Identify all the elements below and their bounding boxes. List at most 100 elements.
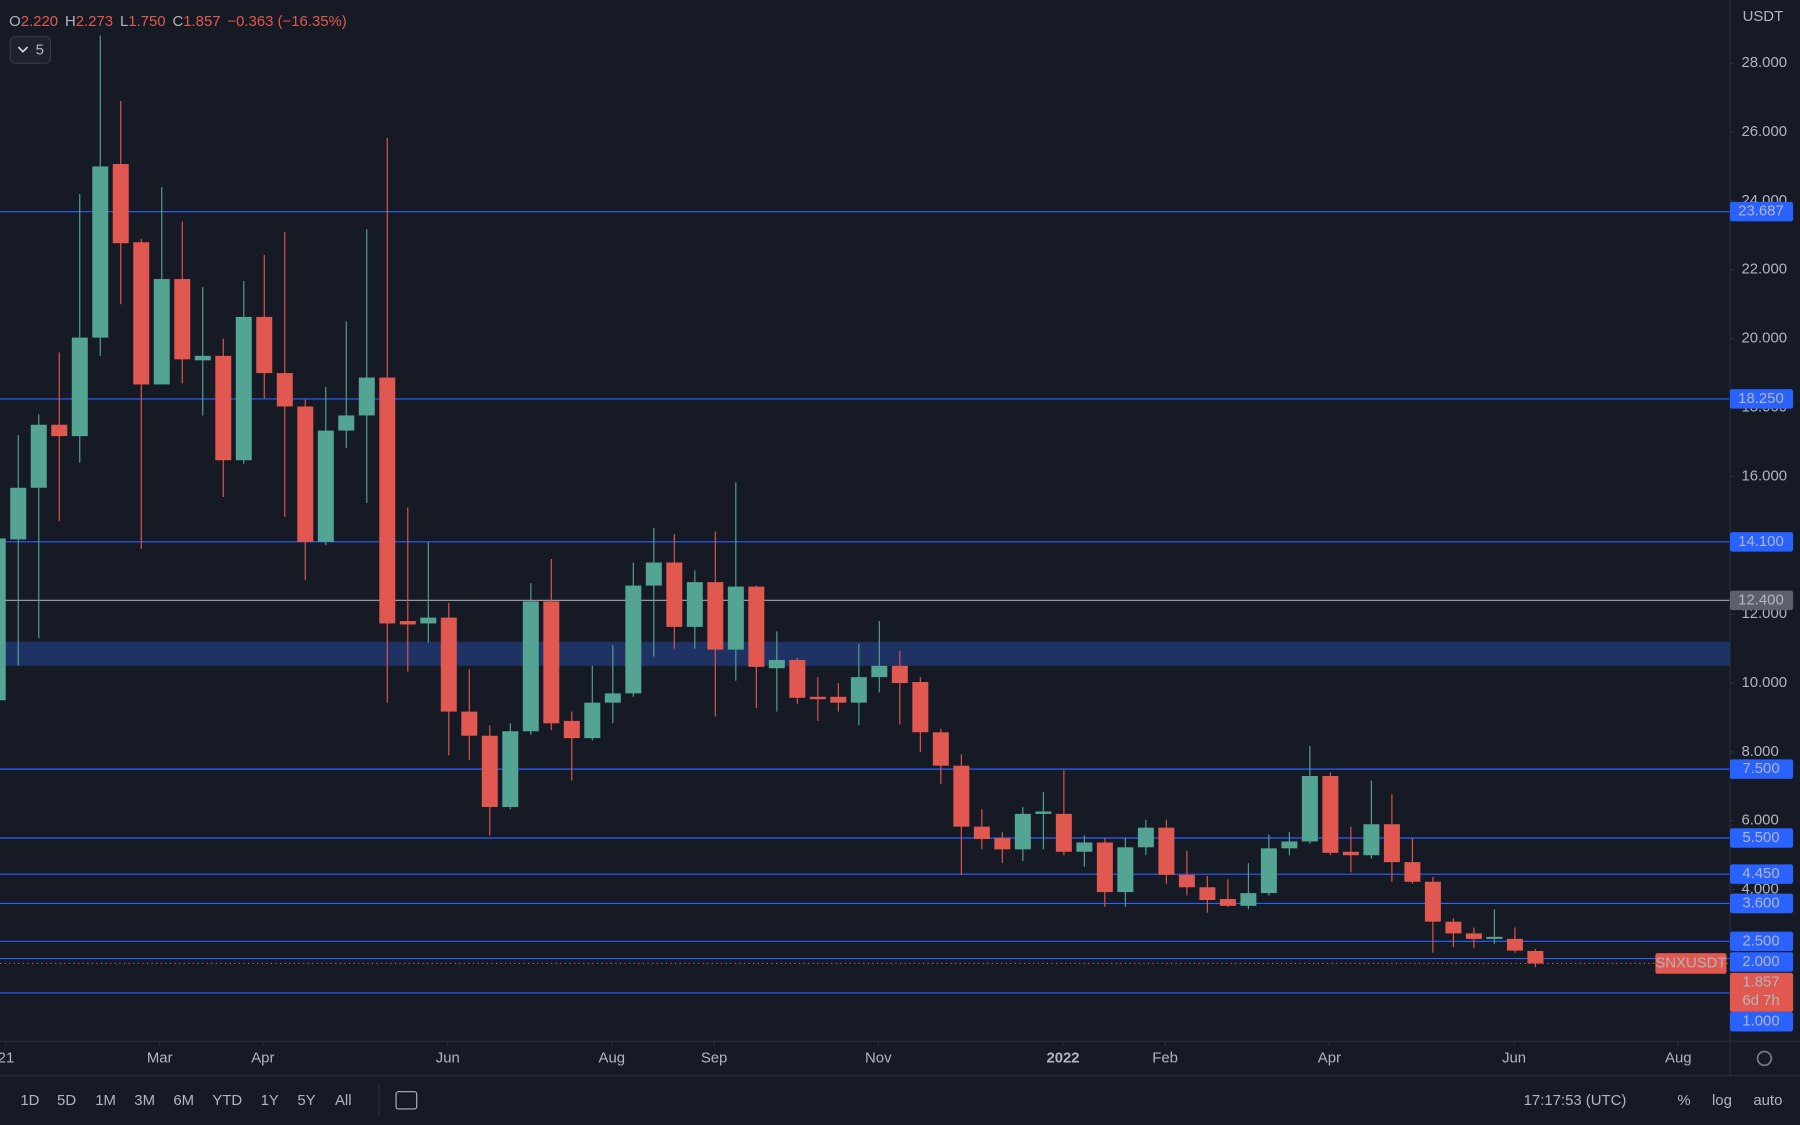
range-button[interactable]: 3M (134, 1092, 155, 1109)
candle-body (1055, 813, 1072, 852)
candle-body (1486, 936, 1503, 939)
candle-body (51, 424, 68, 437)
candle-body (399, 621, 416, 625)
countdown: 6d 7h (1742, 992, 1779, 1009)
y-tick-label: 8.000 (1741, 743, 1778, 760)
y-tick-label: 10.000 (1741, 674, 1787, 691)
indicator-toggle[interactable] (9, 36, 52, 64)
candle-body (604, 693, 621, 703)
range-button[interactable]: 1D (20, 1092, 39, 1109)
range-button[interactable]: All (335, 1092, 352, 1109)
candle-body (0, 538, 6, 701)
candle-body (481, 735, 498, 808)
candle-body (461, 711, 478, 736)
candle-body (440, 617, 457, 712)
candle-body (1199, 887, 1216, 900)
level-label: 5.500 (1742, 829, 1779, 846)
level-label: 7.500 (1742, 760, 1779, 777)
header-item: 1.857 (183, 13, 220, 30)
candle-body (1260, 848, 1277, 894)
candle-body (789, 659, 806, 698)
candle-body (584, 702, 601, 739)
range-button[interactable]: 1Y (261, 1092, 279, 1109)
candle-body (666, 562, 683, 627)
candle-body (420, 617, 437, 624)
header-item: L (120, 13, 128, 30)
x-tick-label: Apr (1318, 1049, 1341, 1066)
symbol-tag (1655, 953, 1727, 974)
candle-body (194, 355, 211, 361)
x-tick-label: Aug (1665, 1049, 1692, 1066)
candle-body (994, 838, 1011, 850)
candle-body (1527, 950, 1544, 964)
candle-body (912, 681, 929, 733)
x-tick-label: Aug (599, 1049, 626, 1066)
header-item: C (172, 13, 183, 30)
date-range-icon[interactable] (395, 1091, 418, 1110)
header-item: 2.273 (76, 13, 113, 30)
level-label: 2.000 (1742, 953, 1779, 970)
settings-icon[interactable] (1756, 1050, 1773, 1067)
range-button[interactable]: 5D (57, 1092, 76, 1109)
support-zone (0, 641, 1730, 666)
scale-option[interactable]: log (1712, 1092, 1732, 1109)
level-label-bg (1729, 590, 1794, 611)
candle-body (153, 279, 170, 385)
candle-body (1219, 898, 1236, 906)
header-item: H (65, 13, 76, 30)
candle-body (215, 355, 232, 461)
candle-body (625, 585, 642, 694)
level-label-bg (1729, 931, 1794, 952)
x-tick-label: Apr (251, 1049, 274, 1066)
level-label-bg (1729, 389, 1794, 409)
level-label: 1.000 (1742, 1013, 1779, 1030)
chevron-icon (17, 46, 29, 53)
level-label-bg (1729, 972, 1794, 1012)
plot-area (0, 35, 1730, 994)
level-label-bg (1729, 952, 1794, 972)
range-button[interactable]: YTD (212, 1092, 242, 1109)
level-label-bg (1729, 864, 1794, 884)
candle-body (358, 377, 375, 416)
candle-body (297, 406, 314, 542)
candle-body (1014, 813, 1031, 850)
candle-body (379, 377, 396, 624)
candle-body (1424, 881, 1441, 922)
range-button[interactable]: 5Y (297, 1092, 315, 1109)
candle-body (1383, 824, 1400, 863)
y-tick-label: 6.000 (1741, 812, 1778, 829)
axes: 0.0002.0004.0006.0008.00010.00012.00014.… (0, 54, 1794, 1066)
candle-body (1158, 827, 1175, 875)
candle-body (92, 166, 109, 338)
y-tick-label: 20.000 (1741, 330, 1787, 347)
x-tick-label: 2022 (1046, 1049, 1079, 1066)
candle-body (235, 316, 252, 461)
toolbar: 1D 5D 1M 3M 6M YTD 1Y 5Y All 17:17:53 (UTC)% log au… (20, 1092, 1782, 1109)
candle-body (1322, 776, 1339, 853)
candle-body (1076, 842, 1093, 852)
candle-body (891, 665, 908, 684)
candle-body (1096, 842, 1113, 893)
range-button[interactable]: 6M (173, 1092, 194, 1109)
candle-body (1404, 862, 1421, 882)
candle-body (71, 337, 88, 437)
candle-body (1035, 811, 1052, 814)
level-label: 14.100 (1738, 533, 1784, 550)
header-item: O (9, 13, 21, 30)
y-tick-label: 16.000 (1741, 467, 1787, 484)
candle-body (543, 601, 560, 724)
currency[interactable]: USDT (1743, 8, 1784, 25)
scale-option[interactable]: % (1677, 1092, 1690, 1109)
scale-option[interactable]: auto (1753, 1092, 1782, 1109)
range-button[interactable]: 1M (95, 1092, 116, 1109)
candle-body (932, 732, 949, 766)
candle-body (1445, 921, 1462, 934)
level-label: 18.250 (1738, 390, 1784, 407)
candle-body (850, 677, 867, 703)
level-label: 2.500 (1742, 932, 1779, 949)
candle-body (112, 164, 129, 244)
indicator-count: 5 (36, 41, 44, 58)
clock: 17:17:53 (UTC) (1524, 1092, 1627, 1109)
candle-body (871, 665, 888, 678)
